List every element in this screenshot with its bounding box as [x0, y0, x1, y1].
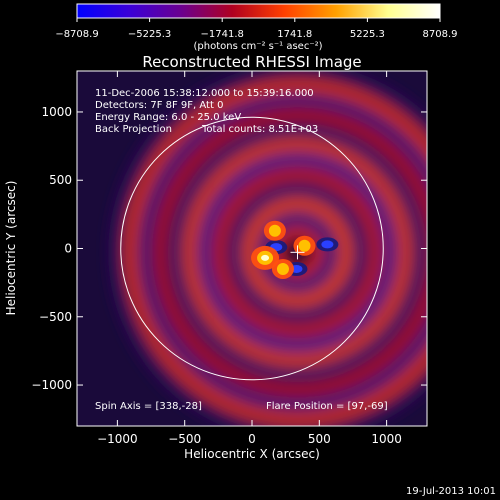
plot-area: −1000 −500 0 500 1000 −1000 −500 0 500 1000 11-De…	[31, 70, 428, 446]
image-ring	[108, 71, 427, 426]
spin-axis-crosshair	[290, 245, 305, 260]
annotation-flare-position: Flare Position = [97,-69]	[266, 401, 388, 412]
footer-timestamp: 19-Jul-2013 10:01	[406, 486, 496, 497]
x-tick-label: −1000	[97, 432, 138, 446]
image-ring	[138, 93, 427, 412]
annotation-total-counts: Total counts: 8.51E+03	[201, 124, 318, 135]
colorbar-tick-label: 8708.9	[423, 29, 458, 40]
y-tick-label: −500	[39, 310, 72, 324]
annotation-energy-range: Energy Range: 6.0 - 25.0 keV	[95, 112, 241, 123]
x-tick-label: 1000	[371, 432, 402, 446]
hot-spot-peak	[261, 254, 270, 261]
image-ring	[227, 182, 368, 323]
colorbar-units: (photons cm⁻² s⁻¹ asec⁻²)	[193, 41, 322, 52]
x-tick-label: 0	[248, 432, 256, 446]
x-tick-label: 500	[308, 432, 331, 446]
image-ring	[123, 78, 427, 426]
x-axis-label: Heliocentric X (arcsec)	[184, 447, 320, 461]
colorbar: −8708.9 −5225.3 −1741.8 1741.8 5225.3 8708.9 …	[55, 3, 458, 52]
colorbar-tick-label: −5225.3	[128, 29, 171, 40]
cold-spot-core	[321, 240, 334, 249]
colorbar-bar	[76, 3, 441, 19]
chart-title: Reconstructed RHESSI Image	[142, 53, 361, 71]
image-ring	[242, 196, 353, 308]
image-ring	[182, 137, 413, 368]
axis-ticks: −1000 −500 0 500 1000 −1000 −500 0 500 1000	[31, 71, 427, 446]
hot-spot-core	[298, 239, 311, 252]
image-ring	[168, 122, 427, 382]
y-tick-label: 500	[49, 173, 72, 187]
colorbar-tick-label: 1741.8	[277, 29, 312, 40]
colorbar-tick-label: −1741.8	[201, 29, 244, 40]
image-ring	[153, 108, 427, 397]
annotation-spin-axis: Spin Axis = [338,-28]	[95, 401, 202, 412]
y-tick-label: 0	[64, 242, 72, 256]
x-tick-label: −500	[168, 432, 201, 446]
y-tick-label: −1000	[31, 378, 72, 392]
image-spots	[251, 220, 339, 279]
annotation-method: Back Projection	[95, 124, 172, 135]
colorbar-ticks: −8708.9 −5225.3 −1741.8 1741.8 5225.3 8708.9	[55, 18, 458, 40]
solar-limb-circle	[120, 116, 384, 381]
hot-spot-core	[268, 224, 281, 237]
image-ring	[212, 167, 383, 338]
colorbar-tick-label: −8708.9	[55, 29, 98, 40]
hot-spot-core	[276, 262, 289, 275]
y-axis-label: Heliocentric Y (arcsec)	[4, 181, 18, 316]
image-ring	[197, 152, 398, 353]
annotation-time-range: 11-Dec-2006 15:38:12.000 to 15:39:16.000	[95, 88, 314, 99]
colorbar-tick-label: 5225.3	[350, 29, 385, 40]
y-tick-label: 1000	[41, 105, 72, 119]
annotation-detectors: Detectors: 7F 8F 9F, Att 0	[95, 100, 223, 111]
